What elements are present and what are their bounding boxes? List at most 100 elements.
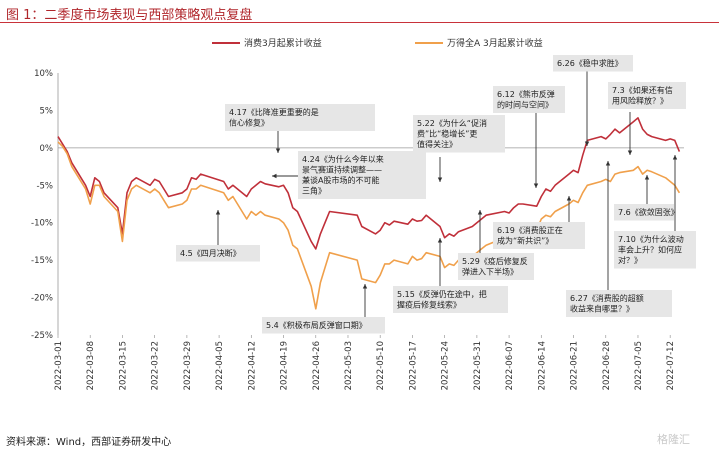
annotation-arrowhead bbox=[275, 148, 281, 153]
annotation-text: 7.6《欲敛固张》 bbox=[618, 207, 679, 217]
annotation-text: 7.3《如果还有信 bbox=[612, 85, 673, 95]
x-tick-label: 2022-03-22 bbox=[151, 341, 161, 390]
annotation-arrowhead bbox=[272, 173, 277, 179]
annotation-box bbox=[393, 286, 508, 313]
x-tick-label: 2022-05-10 bbox=[376, 341, 386, 390]
annotation-text: 的时间与空间》 bbox=[497, 100, 553, 110]
x-tick-label: 2022-04-19 bbox=[280, 341, 290, 390]
series-line-1 bbox=[57, 141, 681, 310]
source-note: 资料来源：Wind，西部证券研发中心 bbox=[6, 437, 172, 448]
y-tick-label: -25% bbox=[31, 331, 53, 341]
annotation-text: 兼谈A股市场的不可能 bbox=[302, 175, 379, 185]
annotation-a0504: 5.4《积极布局反弹窗口期》 bbox=[262, 284, 385, 334]
annotation-text: 5.4《积极布局反弹窗口期》 bbox=[266, 320, 367, 330]
annotation-arrowhead bbox=[672, 155, 678, 160]
annotation-text: 值得关注》 bbox=[417, 139, 457, 149]
annotation-text: 率会上升？如何应 bbox=[618, 245, 682, 255]
annotation-box bbox=[225, 104, 375, 131]
y-tick-label: -20% bbox=[31, 294, 53, 304]
x-tick-label: 2022-04-26 bbox=[312, 341, 322, 390]
annotation-box bbox=[298, 151, 426, 199]
annotation-box bbox=[614, 204, 674, 221]
x-tick-label: 2022-06-21 bbox=[570, 341, 580, 390]
x-tick-label: 2022-05-31 bbox=[473, 341, 483, 390]
annotation-text: 6.26《稳中求胜》 bbox=[557, 58, 623, 68]
annotation-arrowhead bbox=[215, 210, 221, 215]
y-tick-label: -10% bbox=[31, 219, 53, 229]
axes: 10% 5% 0% -5% -10% -15% -20% -25%2022-03-01 2022… bbox=[31, 69, 684, 390]
annotation-text: 弹进入下半场》 bbox=[462, 267, 518, 277]
annotation-a0626: 6.26《稳中求胜》 bbox=[553, 55, 633, 146]
annotation-arrowhead bbox=[477, 210, 483, 215]
annotation-text: 4.5《四月决断》 bbox=[180, 248, 241, 258]
y-tick-label: -15% bbox=[31, 256, 53, 266]
annotation-box bbox=[608, 82, 686, 109]
annotation-text: 6.12《熊市反弹 bbox=[497, 89, 555, 99]
annotation-text: 费”比“稳增长”更 bbox=[417, 129, 477, 139]
annotation-text: 对？》 bbox=[618, 255, 642, 265]
x-tick-label: 2022-03-29 bbox=[183, 341, 193, 390]
annotation-box bbox=[458, 253, 534, 280]
y-tick-label: -5% bbox=[36, 181, 53, 191]
annotation-text: 7.10《为什么波动 bbox=[618, 234, 684, 244]
annotation-text: 三角》 bbox=[302, 186, 326, 196]
annotation-arrowhead bbox=[533, 183, 539, 188]
x-tick-label: 2022-04-05 bbox=[215, 341, 225, 390]
x-tick-label: 2022-03-01 bbox=[54, 341, 64, 390]
annotation-box bbox=[176, 245, 260, 262]
figure-title: 图 1：二季度市场表现与西部策略观点复盘 bbox=[6, 8, 253, 23]
annotation-text: 5.15《反弹仍在途中，把 bbox=[397, 289, 487, 299]
watermark-logo: 格隆汇 bbox=[657, 433, 690, 446]
annotation-a0405: 4.5《四月决断》 bbox=[176, 210, 260, 262]
x-tick-label: 2022-06-07 bbox=[505, 341, 515, 390]
annotation-box bbox=[493, 222, 585, 249]
annotation-box bbox=[262, 317, 385, 334]
legend-label-0: 消费3月起累计收益 bbox=[244, 37, 322, 49]
annotation-arrowhead bbox=[437, 177, 443, 182]
annotation-a0706: 7.6《欲敛固张》 bbox=[614, 175, 679, 221]
series-line-0 bbox=[57, 117, 681, 250]
annotation-arrowhead bbox=[644, 175, 650, 180]
x-tick-label: 2022-03-08 bbox=[86, 341, 96, 390]
annotation-text: 4.17《比降准更重要的是 bbox=[229, 107, 319, 117]
x-tick-label: 2022-06-14 bbox=[537, 341, 547, 390]
annotation-text: 6.19《消费股正在 bbox=[497, 225, 563, 235]
annotation-text: 收益来自哪里？》 bbox=[570, 304, 634, 314]
annotation-arrowhead bbox=[362, 284, 368, 289]
annotation-box bbox=[413, 115, 505, 153]
annotation-box bbox=[614, 231, 696, 269]
annotation-text: 5.29《疫后修复反 bbox=[462, 256, 528, 266]
annotation-text: 用风险释放？》 bbox=[612, 96, 668, 106]
x-tick-label: 2022-05-17 bbox=[408, 341, 418, 390]
annotation-text: 5.22《为什么“促消 bbox=[417, 118, 487, 128]
annotation-text: 信心修复》 bbox=[229, 118, 269, 128]
legend: 消费3月起累计收益 万得全A 3月起累计收益 bbox=[212, 37, 543, 49]
x-tick-label: 2022-07-05 bbox=[634, 341, 644, 390]
x-tick-label: 2022-05-24 bbox=[441, 341, 451, 390]
annotation-arrowhead bbox=[584, 141, 590, 146]
series bbox=[57, 117, 681, 310]
y-tick-label: 0% bbox=[40, 144, 54, 154]
legend-label-1: 万得全A 3月起累计收益 bbox=[447, 37, 543, 49]
annotation-text: 握疫后修复线索》 bbox=[397, 300, 461, 310]
x-tick-label: 2022-05-03 bbox=[344, 341, 354, 390]
annotation-text: 景气赛道持续调整—— bbox=[302, 165, 382, 175]
annotation-text: 6.27《消费股的超额 bbox=[570, 293, 644, 303]
annotation-text: 4.24《为什么今年以来 bbox=[302, 154, 384, 164]
annotation-arrowhead bbox=[605, 161, 611, 166]
y-tick-label: 5% bbox=[40, 106, 54, 116]
annotation-box bbox=[553, 55, 633, 72]
x-tick-label: 2022-06-28 bbox=[602, 341, 612, 390]
annotation-arrowhead bbox=[566, 196, 572, 201]
x-tick-label: 2022-07-12 bbox=[666, 341, 676, 390]
